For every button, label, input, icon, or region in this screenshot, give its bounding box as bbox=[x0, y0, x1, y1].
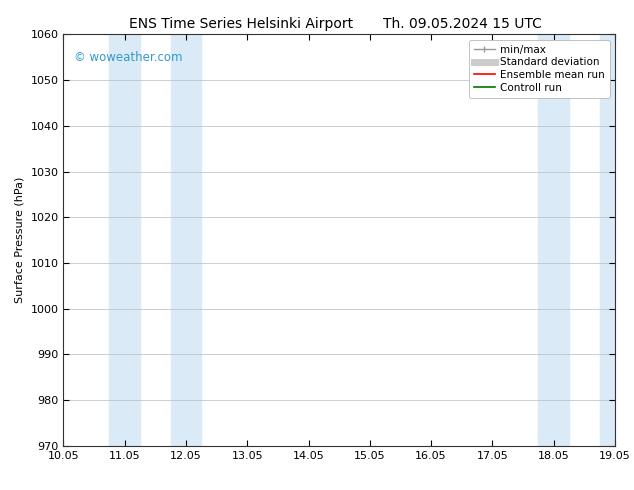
Legend: min/max, Standard deviation, Ensemble mean run, Controll run: min/max, Standard deviation, Ensemble me… bbox=[469, 40, 610, 98]
Text: ENS Time Series Helsinki Airport: ENS Time Series Helsinki Airport bbox=[129, 17, 353, 31]
Y-axis label: Surface Pressure (hPa): Surface Pressure (hPa) bbox=[15, 177, 25, 303]
Bar bbox=[538, 34, 569, 446]
Text: Th. 09.05.2024 15 UTC: Th. 09.05.2024 15 UTC bbox=[384, 17, 542, 31]
Text: © woweather.com: © woweather.com bbox=[74, 51, 183, 64]
Bar bbox=[171, 34, 202, 446]
Bar bbox=[110, 34, 140, 446]
Bar bbox=[600, 34, 630, 446]
